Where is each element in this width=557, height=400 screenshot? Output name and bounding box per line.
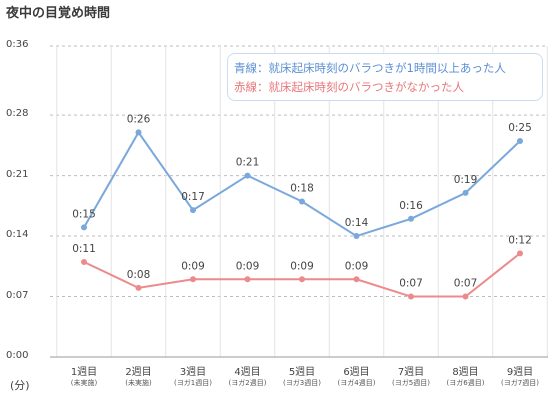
y-tick-label: 0:14 (6, 229, 29, 241)
red-data-point (299, 276, 305, 283)
red-data-point (190, 276, 196, 283)
red-data-label: 0:09 (345, 260, 369, 272)
blue-data-point (408, 215, 414, 222)
x-tick-week: 1週目 (70, 367, 98, 378)
y-tick-label: 0:36 (6, 39, 29, 50)
y-tick-label: 0:21 (6, 168, 29, 180)
red-data-point (462, 293, 469, 300)
blue-data-point (244, 172, 251, 179)
blue-data-label: 0:26 (127, 113, 151, 125)
blue-data-label: 0:25 (508, 122, 532, 134)
x-tick-week: 3週目 (179, 367, 207, 378)
blue-data-point (81, 224, 87, 231)
x-tick-label: 9週目 (ヨガ7週目) (490, 366, 550, 388)
blue-data-point (353, 233, 360, 240)
x-tick-note: (未実施) (125, 379, 152, 387)
red-data-point (135, 284, 142, 291)
blue-data-label: 0:14 (345, 217, 369, 229)
x-tick-label: 6週目 (ヨガ4週目) (327, 366, 387, 388)
blue-data-point (135, 129, 142, 136)
x-tick-label: 3週目 (ヨガ1週目) (163, 366, 223, 388)
red-data-label: 0:09 (290, 260, 314, 272)
x-tick-label: 2週目 (未実施) (109, 366, 169, 388)
x-tick-note: (ヨガ3週目) (283, 379, 321, 387)
y-tick-label: 0:28 (6, 108, 29, 120)
legend-red-series: 赤線：就床起床時刻のバラつきがなかった人 (234, 80, 464, 94)
x-tick-note: (ヨガ2週目) (228, 379, 267, 387)
red-data-point (517, 250, 523, 257)
blue-data-label: 0:17 (181, 191, 205, 203)
y-tick-label: 0:00 (6, 350, 29, 361)
blue-data-label: 0:18 (290, 183, 314, 195)
red-data-label: 0:07 (399, 278, 423, 290)
blue-data-label: 0:15 (72, 208, 96, 220)
blue-data-point (462, 189, 469, 196)
red-data-label: 0:09 (181, 260, 205, 272)
x-tick-week: 8週目 (452, 367, 479, 378)
x-tick-note: (未実施) (70, 379, 98, 387)
red-data-label: 0:08 (127, 269, 151, 281)
x-tick-note: (ヨガ4週目) (337, 379, 376, 387)
blue-data-label: 0:16 (399, 200, 423, 212)
x-tick-label: 8週目 (ヨガ6週目) (436, 366, 496, 388)
red-data-label: 0:12 (508, 234, 532, 246)
x-tick-note: (ヨガ5週目) (392, 379, 430, 387)
x-tick-note: (ヨガ6週目) (446, 379, 485, 387)
y-tick-label: 0:07 (6, 289, 29, 301)
legend: 青線：就床起床時刻のバラつきが1時間以上あった人 赤線：就床起床時刻のバラつきが… (227, 53, 543, 101)
red-data-point (244, 276, 251, 283)
x-tick-label: 7週目 (ヨガ5週目) (381, 366, 441, 388)
x-tick-week: 2週目 (125, 367, 152, 378)
red-data-point (408, 293, 414, 300)
x-tick-note: (ヨガ7週目) (501, 379, 539, 387)
x-tick-week: 5週目 (288, 367, 316, 378)
blue-data-point (299, 198, 305, 205)
x-tick-label: 4週目 (ヨガ2週目) (218, 366, 278, 388)
x-tick-week: 6週目 (343, 367, 370, 378)
x-tick-week: 4週目 (234, 367, 261, 378)
red-data-label: 0:11 (72, 243, 96, 255)
y-unit-label: (分) (10, 379, 30, 392)
chart-title: 夜中の目覚め時間 (6, 6, 111, 21)
x-tick-note: (ヨガ1週目) (174, 379, 212, 387)
legend-blue-series: 青線：就床起床時刻のバラつきが1時間以上あった人 (234, 61, 506, 75)
red-data-label: 0:07 (454, 278, 478, 290)
blue-data-point (190, 207, 196, 214)
red-data-label: 0:09 (236, 260, 260, 272)
x-tick-week: 7週目 (397, 367, 425, 378)
blue-data-label: 0:19 (454, 174, 478, 186)
red-data-point (353, 276, 360, 283)
x-tick-label: 1週目 (未実施) (54, 366, 114, 388)
x-tick-week: 9週目 (506, 367, 534, 378)
blue-data-label: 0:21 (236, 157, 260, 169)
x-tick-label: 5週目 (ヨガ3週目) (272, 366, 332, 388)
red-data-point (81, 258, 87, 265)
blue-data-point (517, 138, 523, 145)
